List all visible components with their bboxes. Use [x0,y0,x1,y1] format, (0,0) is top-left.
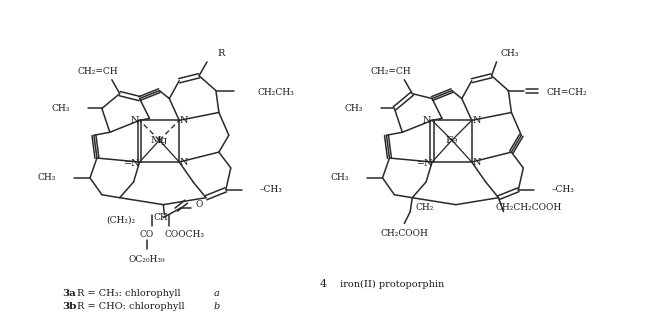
Text: CH=CH₂: CH=CH₂ [546,88,587,97]
Text: CH₃: CH₃ [52,104,70,113]
Text: 3b: 3b [62,302,76,311]
Text: CH: CH [153,213,168,222]
Text: COOCH₃: COOCH₃ [164,230,204,239]
Text: OC₂₀H₃₉: OC₂₀H₃₉ [128,255,165,264]
Text: R: R [217,49,225,59]
Text: (CH₂)₂: (CH₂)₂ [107,215,136,224]
Text: CH₃: CH₃ [38,173,56,182]
Text: Fe: Fe [446,136,458,145]
Text: O: O [195,200,203,209]
Text: –CH₃: –CH₃ [552,185,575,194]
Text: N: N [130,116,139,125]
Text: N: N [472,158,481,166]
Text: CH₂CH₃: CH₂CH₃ [258,88,294,97]
Text: iron(II) protoporphin: iron(II) protoporphin [340,279,444,289]
Text: CH₂=CH: CH₂=CH [78,67,118,76]
Text: CH₃: CH₃ [344,104,363,113]
Text: –CH₃: –CH₃ [259,185,283,194]
Text: CH₂CH₂COOH: CH₂CH₂COOH [495,203,562,212]
Text: CH₂=CH: CH₂=CH [370,67,411,76]
Text: N: N [423,116,432,125]
Text: 3a: 3a [62,290,76,298]
Text: Mg: Mg [151,136,168,145]
Text: N: N [180,158,188,166]
Text: R = CH₃: chlorophyll: R = CH₃: chlorophyll [77,290,181,298]
Text: CH₃: CH₃ [500,49,519,59]
Text: =N: =N [124,159,141,167]
Text: CO: CO [139,230,153,239]
Text: R = CHO: chlorophyll: R = CHO: chlorophyll [77,302,185,311]
Text: CH₂: CH₂ [415,203,433,212]
Text: 4: 4 [320,279,327,289]
Text: a: a [214,290,220,298]
Text: b: b [214,302,220,311]
Text: =N: =N [417,159,433,167]
Text: CH₂COOH: CH₂COOH [380,229,428,238]
Text: N: N [472,116,481,125]
Text: N: N [180,116,188,125]
Text: CH₃: CH₃ [331,173,349,182]
